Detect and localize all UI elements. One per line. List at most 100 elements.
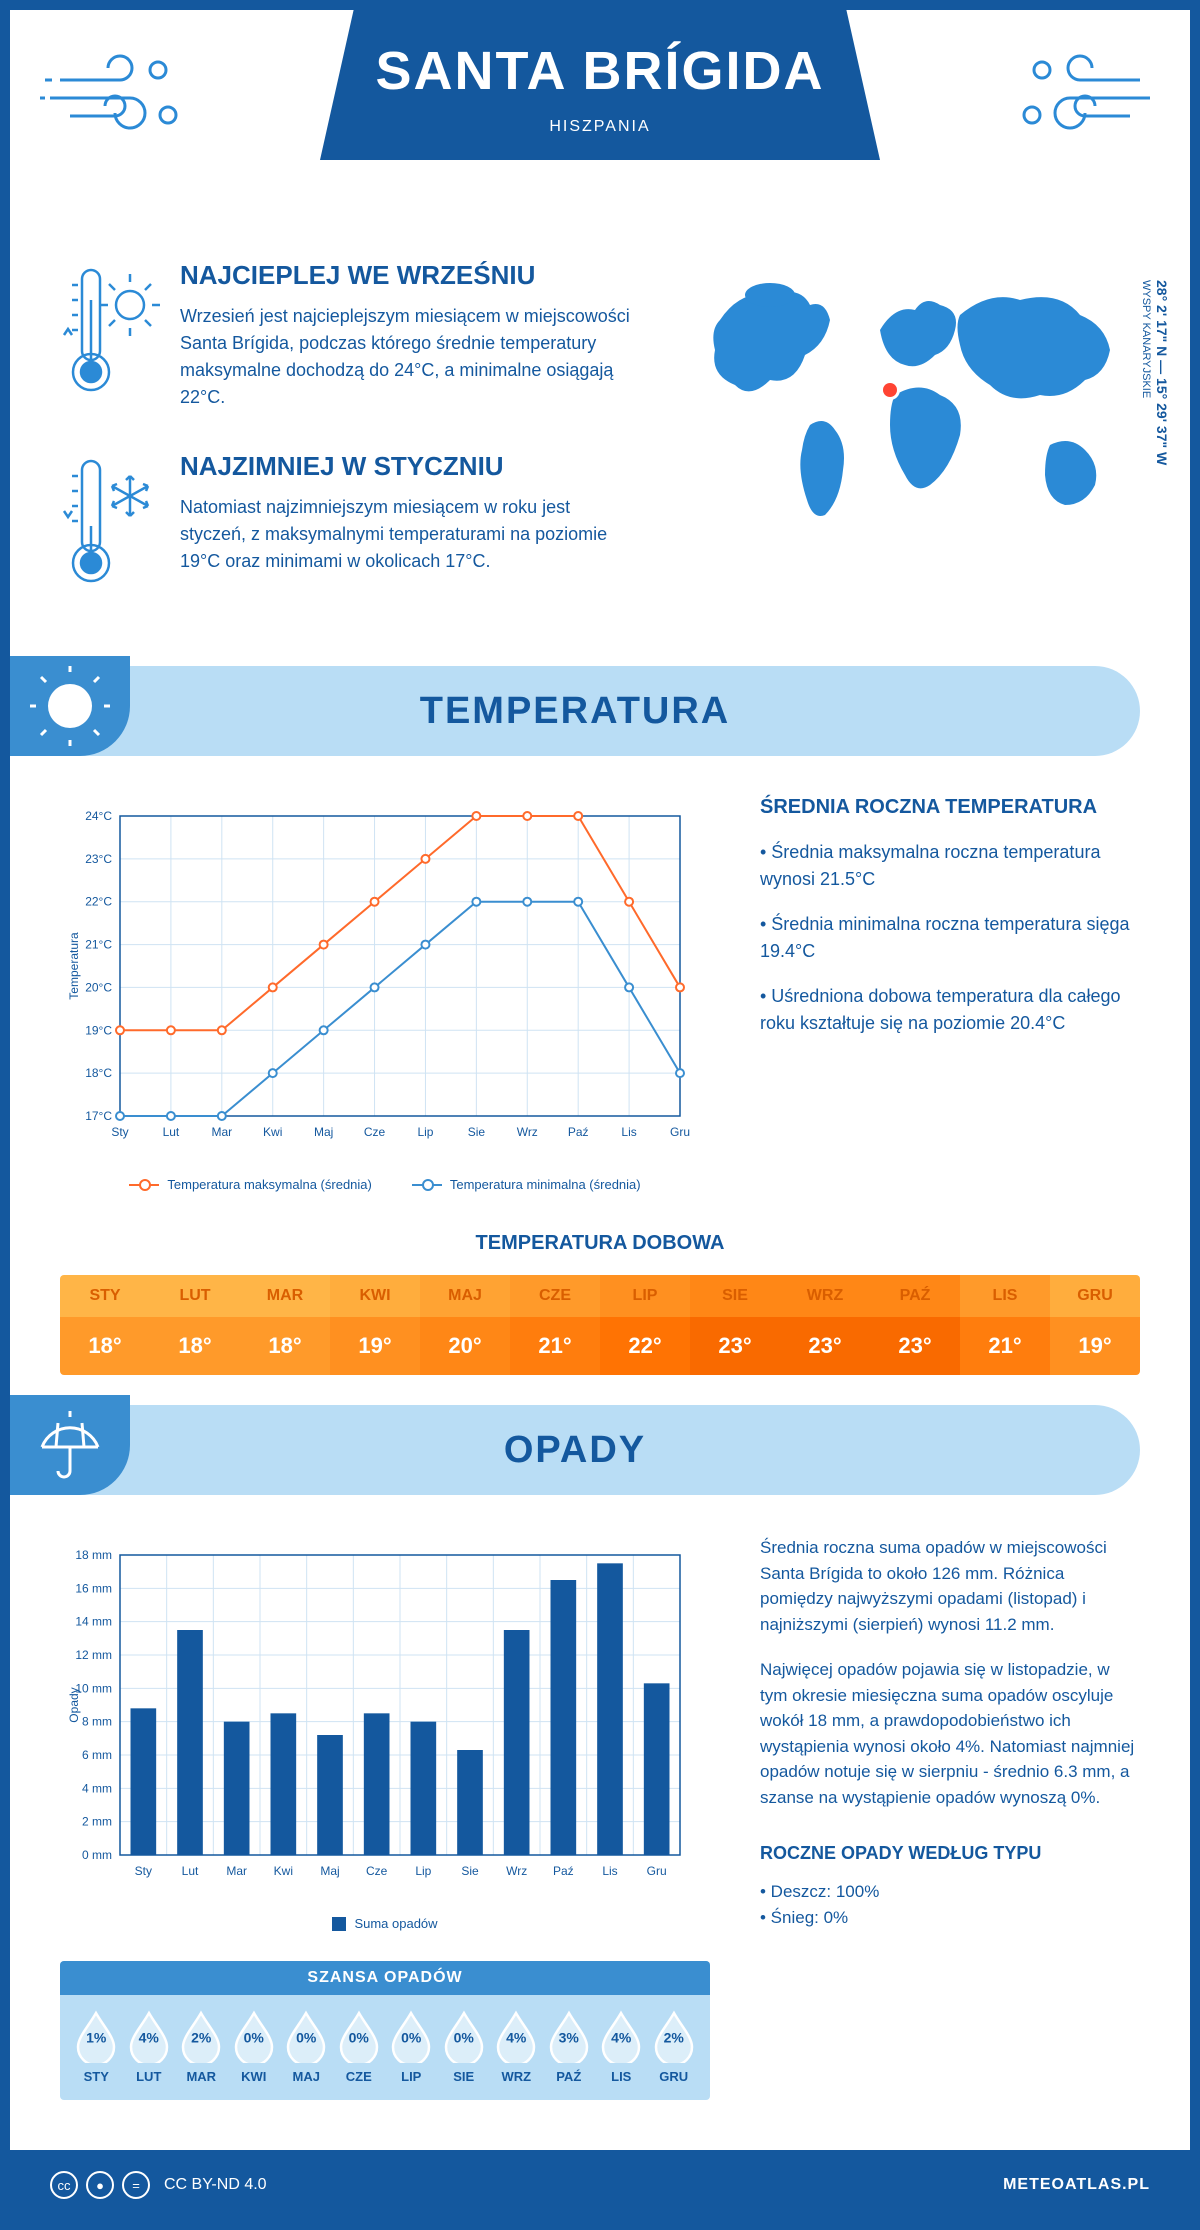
- page-title: SANTA BRÍGIDA: [320, 40, 880, 102]
- svg-text:Lis: Lis: [621, 1125, 636, 1139]
- daily-col: LIS21°: [960, 1275, 1050, 1375]
- svg-text:16 mm: 16 mm: [75, 1581, 112, 1595]
- precip-type-bullet: • Deszcz: 100%: [760, 1879, 1140, 1905]
- thermometer-sun-icon: [60, 260, 160, 411]
- daily-col: SIE23°: [690, 1275, 780, 1375]
- chance-col: 3%PAŹ: [543, 2009, 596, 2084]
- svg-text:Maj: Maj: [314, 1125, 333, 1139]
- svg-text:Lut: Lut: [163, 1125, 180, 1139]
- svg-text:Lut: Lut: [182, 1864, 199, 1878]
- daily-col: LUT18°: [150, 1275, 240, 1375]
- svg-text:2 mm: 2 mm: [82, 1815, 112, 1829]
- header: SANTA BRÍGIDA HISZPANIA: [10, 10, 1190, 230]
- svg-text:24°C: 24°C: [85, 809, 112, 823]
- coldest-block: NAJZIMNIEJ W STYCZNIU Natomiast najzimni…: [60, 451, 640, 596]
- daily-col: KWI19°: [330, 1275, 420, 1375]
- intro-section: NAJCIEPLEJ WE WRZEŚNIU Wrzesień jest naj…: [60, 260, 1140, 636]
- svg-text:Mar: Mar: [226, 1864, 247, 1878]
- chance-col: 4%WRZ: [490, 2009, 543, 2084]
- svg-text:14 mm: 14 mm: [75, 1615, 112, 1629]
- daily-col: PAŹ23°: [870, 1275, 960, 1375]
- wind-icon: [40, 40, 190, 155]
- svg-text:Gru: Gru: [647, 1864, 667, 1878]
- chance-col: 0%CZE: [333, 2009, 386, 2084]
- svg-text:Sie: Sie: [461, 1864, 479, 1878]
- daily-col: WRZ23°: [780, 1275, 870, 1375]
- precipitation-bar-chart: 0 mm2 mm4 mm6 mm8 mm10 mm12 mm14 mm16 mm…: [60, 1535, 710, 1931]
- temperature-summary: ŚREDNIA ROCZNA TEMPERATURA • Średnia mak…: [760, 796, 1140, 1192]
- site-name: METEOATLAS.PL: [1003, 2176, 1150, 2194]
- chance-col: 1%STY: [70, 2009, 123, 2084]
- daily-col: MAJ20°: [420, 1275, 510, 1375]
- daily-col: CZE21°: [510, 1275, 600, 1375]
- svg-text:Temperatura: Temperatura: [67, 932, 81, 1000]
- footer: cc ● = CC BY-ND 4.0 METEOATLAS.PL: [10, 2150, 1190, 2220]
- chance-col: 0%MAJ: [280, 2009, 333, 2084]
- svg-text:Sie: Sie: [468, 1125, 486, 1139]
- title-banner: SANTA BRÍGIDA HISZPANIA: [320, 10, 880, 160]
- chance-col: 4%LUT: [123, 2009, 176, 2084]
- umbrella-icon: [10, 1395, 130, 1495]
- svg-text:Opady: Opady: [67, 1687, 81, 1722]
- chance-col: 0%SIE: [438, 2009, 491, 2084]
- chance-col: 0%LIP: [385, 2009, 438, 2084]
- temp-bullet: • Uśredniona dobowa temperatura dla całe…: [760, 983, 1140, 1037]
- coldest-title: NAJZIMNIEJ W STYCZNIU: [180, 451, 640, 482]
- svg-text:18°C: 18°C: [85, 1066, 112, 1080]
- svg-text:Paź: Paź: [553, 1864, 574, 1878]
- svg-text:Wrz: Wrz: [506, 1864, 527, 1878]
- svg-text:18 mm: 18 mm: [75, 1548, 112, 1562]
- svg-text:Lip: Lip: [417, 1125, 433, 1139]
- warmest-title: NAJCIEPLEJ WE WRZEŚNIU: [180, 260, 640, 291]
- chance-col: 4%LIS: [595, 2009, 648, 2084]
- world-map: 28° 2' 17" N — 15° 29' 37" W WYSPY KANAR…: [680, 260, 1140, 636]
- svg-text:Kwi: Kwi: [274, 1864, 293, 1878]
- temp-bullet: • Średnia minimalna roczna temperatura s…: [760, 911, 1140, 965]
- svg-text:6 mm: 6 mm: [82, 1748, 112, 1762]
- svg-text:Lip: Lip: [415, 1864, 431, 1878]
- svg-text:21°C: 21°C: [85, 938, 112, 952]
- chance-col: 2%GRU: [648, 2009, 701, 2084]
- cc-icons: cc ● =: [50, 2171, 150, 2199]
- svg-text:Wrz: Wrz: [517, 1125, 538, 1139]
- svg-text:17°C: 17°C: [85, 1109, 112, 1123]
- svg-text:20°C: 20°C: [85, 980, 112, 994]
- svg-text:Maj: Maj: [320, 1864, 339, 1878]
- temp-bullet: • Średnia maksymalna roczna temperatura …: [760, 839, 1140, 893]
- svg-text:Cze: Cze: [366, 1864, 388, 1878]
- coordinates: 28° 2' 17" N — 15° 29' 37" W WYSPY KANAR…: [1138, 280, 1170, 465]
- svg-text:Sty: Sty: [135, 1864, 152, 1878]
- svg-text:Sty: Sty: [111, 1125, 128, 1139]
- temperature-line-chart: 17°C 18°C 19°C 20°C 21°C 22°C 23°C 24°C Sty Lut Ma…: [60, 796, 710, 1192]
- precipitation-chance-box: SZANSA OPADÓW 1%STY4%LUT2%MAR0%KWI0%MAJ0…: [60, 1961, 710, 2100]
- precipitation-summary: Średnia roczna suma opadów w miejscowośc…: [760, 1535, 1140, 2100]
- svg-text:Kwi: Kwi: [263, 1125, 282, 1139]
- warmest-block: NAJCIEPLEJ WE WRZEŚNIU Wrzesień jest naj…: [60, 260, 640, 411]
- svg-text:Lis: Lis: [602, 1864, 617, 1878]
- precipitation-section-header: OPADY: [10, 1405, 1140, 1495]
- chance-col: 2%MAR: [175, 2009, 228, 2084]
- warmest-text: Wrzesień jest najcieplejszym miesiącem w…: [180, 303, 640, 411]
- daily-temp-table: STY18°LUT18°MAR18°KWI19°MAJ20°CZE21°LIP2…: [60, 1275, 1140, 1375]
- legend-item: .legend-swatch[style*='#ff6a2b']::before…: [129, 1177, 371, 1192]
- precip-type-bullet: • Śnieg: 0%: [760, 1905, 1140, 1931]
- daily-col: MAR18°: [240, 1275, 330, 1375]
- svg-text:12 mm: 12 mm: [75, 1648, 112, 1662]
- page-subtitle: HISZPANIA: [320, 118, 880, 136]
- license-text: CC BY-ND 4.0: [164, 2176, 267, 2194]
- svg-text:Paź: Paź: [568, 1125, 589, 1139]
- svg-text:23°C: 23°C: [85, 852, 112, 866]
- sun-icon: [10, 656, 130, 756]
- daily-temp-title: TEMPERATURA DOBOWA: [60, 1232, 1140, 1255]
- svg-text:8 mm: 8 mm: [82, 1715, 112, 1729]
- svg-text:4 mm: 4 mm: [82, 1781, 112, 1795]
- svg-text:22°C: 22°C: [85, 895, 112, 909]
- svg-text:19°C: 19°C: [85, 1023, 112, 1037]
- chance-col: 0%KWI: [228, 2009, 281, 2084]
- thermometer-snow-icon: [60, 451, 160, 596]
- wind-icon: [1010, 40, 1160, 155]
- daily-col: GRU19°: [1050, 1275, 1140, 1375]
- svg-text:0 mm: 0 mm: [82, 1848, 112, 1862]
- legend-item: .legend-swatch[style*='#3a8ed0']::before…: [412, 1177, 641, 1192]
- daily-col: LIP22°: [600, 1275, 690, 1375]
